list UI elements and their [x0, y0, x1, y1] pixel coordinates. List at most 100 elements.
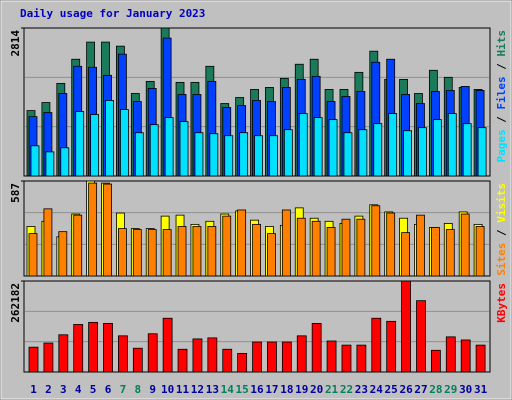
bar [311, 220, 321, 277]
bar [341, 344, 352, 373]
bar [88, 321, 99, 373]
bar [298, 113, 308, 177]
bar [58, 334, 69, 373]
bar [88, 182, 98, 277]
bar [326, 227, 336, 277]
bar [207, 337, 218, 373]
x-tick-label: 19 [295, 383, 308, 396]
bar [430, 227, 440, 277]
bar [105, 100, 114, 177]
bar [328, 119, 338, 177]
x-tick-label: 27 [414, 383, 427, 396]
bar [73, 324, 84, 373]
bar [269, 135, 278, 177]
bar [73, 214, 83, 277]
bar [462, 123, 472, 177]
bar [222, 215, 232, 277]
bar [103, 183, 112, 277]
legend-entry: Pages [495, 129, 508, 162]
bar [341, 218, 351, 277]
x-tick-label: 11 [176, 383, 190, 396]
bar [267, 341, 277, 373]
bar [237, 209, 247, 277]
bar [477, 127, 487, 177]
bar [416, 214, 425, 277]
bar [283, 129, 293, 177]
legend: KBytes [495, 283, 508, 323]
bar [90, 114, 100, 177]
bar [120, 109, 129, 177]
bar [207, 226, 217, 277]
x-tick-label: 14 [221, 383, 235, 396]
x-tick-label: 10 [161, 383, 174, 396]
legend-separator: / [495, 110, 508, 130]
bar [401, 232, 410, 277]
x-tick-label: 9 [149, 383, 156, 396]
x-tick-label: 20 [310, 383, 323, 396]
bar [58, 231, 68, 277]
x-tick-label: 13 [206, 383, 219, 396]
x-tick-label: 7 [120, 383, 127, 396]
x-tick-label: 22 [340, 383, 353, 396]
x-tick-label: 16 [250, 383, 264, 396]
bar [388, 113, 398, 177]
bar [222, 348, 233, 373]
legend-separator: / [495, 57, 508, 77]
bar [386, 320, 397, 373]
x-tick-label: 29 [444, 383, 457, 396]
bar [460, 213, 470, 277]
x-tick-label: 8 [135, 383, 142, 396]
bar [103, 323, 113, 373]
bar [30, 145, 40, 177]
bar [118, 228, 127, 277]
legend-entry: Hits [495, 30, 508, 57]
bar [343, 132, 353, 177]
bar [149, 124, 159, 177]
x-tick-label: 6 [105, 383, 112, 396]
bar [296, 335, 307, 373]
bar [132, 229, 142, 277]
x-tick-label: 15 [236, 383, 249, 396]
bar [296, 217, 306, 277]
bar [432, 119, 442, 177]
x-tick-label: 18 [280, 383, 293, 396]
bar [164, 117, 174, 177]
bar [416, 300, 426, 373]
chart-title: Daily usage for January 2023 [20, 7, 205, 20]
x-tick-label: 31 [474, 383, 488, 396]
x-tick-label: 12 [191, 383, 204, 396]
legend: Sites / Visits [495, 183, 508, 276]
bar [386, 212, 396, 277]
bar [177, 226, 187, 277]
x-tick-label: 28 [429, 383, 442, 396]
x-tick-label: 26 [399, 383, 413, 396]
bar [162, 317, 173, 373]
bar [313, 117, 323, 177]
bar [177, 348, 188, 373]
x-tick-label: 1 [30, 383, 37, 396]
x-tick-label: 21 [325, 383, 339, 396]
bar [45, 151, 55, 177]
bar [179, 121, 189, 177]
bar [43, 208, 53, 277]
bar [252, 341, 262, 373]
x-tick-label: 17 [265, 383, 278, 396]
bar [209, 133, 219, 177]
bar [192, 338, 203, 373]
bar [134, 132, 144, 177]
legend-entry: KBytes [495, 283, 508, 323]
bar [358, 129, 368, 177]
bar [147, 229, 157, 277]
bar [252, 223, 261, 277]
legend-entry: Files [495, 76, 508, 109]
bar [356, 344, 367, 373]
bar [28, 346, 39, 373]
bar [267, 233, 276, 277]
bar [418, 127, 427, 177]
x-tick-label: 5 [90, 383, 97, 396]
bar [460, 339, 471, 373]
bar [28, 233, 38, 277]
x-tick-label: 25 [385, 383, 398, 396]
bar [60, 147, 70, 177]
bar [254, 135, 263, 177]
